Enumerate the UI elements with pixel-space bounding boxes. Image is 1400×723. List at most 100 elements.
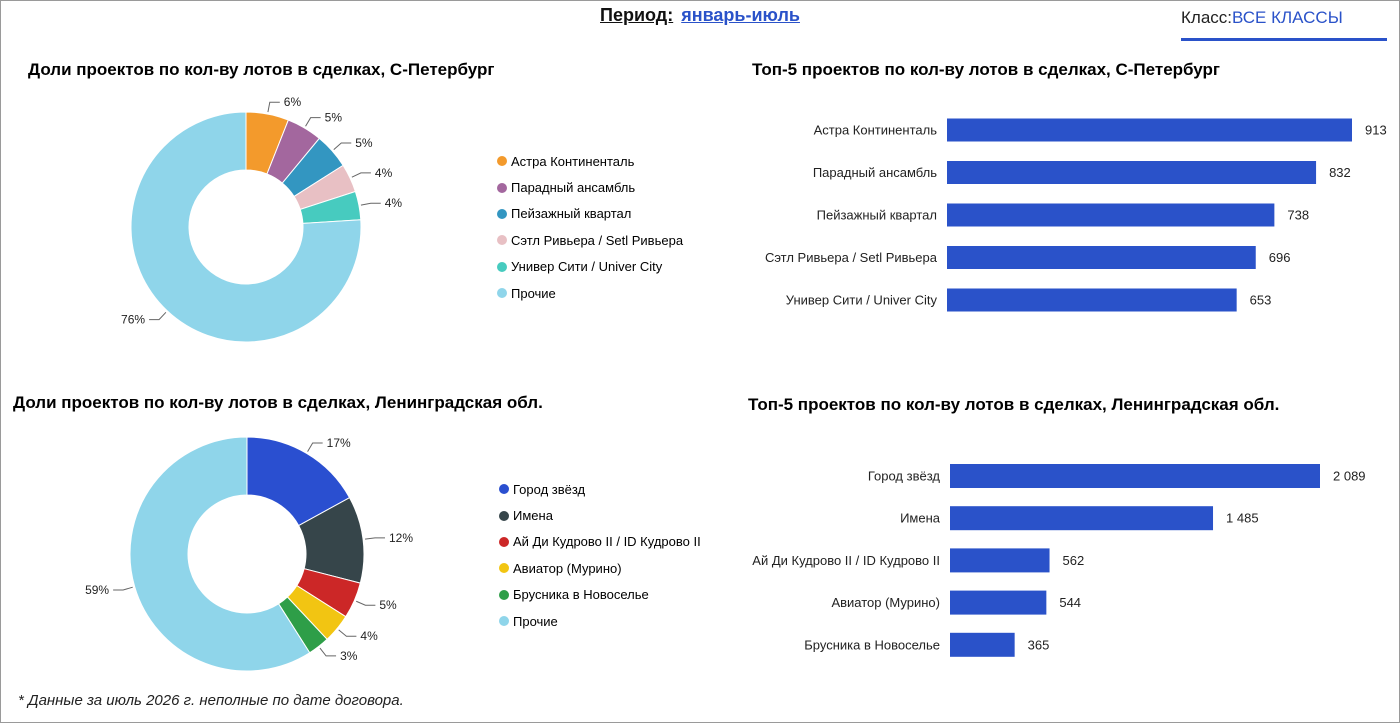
legend-swatch (497, 156, 507, 167)
legend-item: Город звёзд (499, 476, 701, 502)
legend-label: Город звёзд (513, 481, 586, 497)
chart-title: Доли проектов по кол-ву лотов в сделках,… (13, 393, 543, 412)
bar (947, 288, 1237, 312)
label-leader-line (356, 600, 376, 606)
chart-title: Топ-5 проектов по кол-ву лотов в сделках… (752, 60, 1221, 79)
data-label: 4% (375, 166, 393, 180)
legend-swatch (497, 235, 507, 246)
legend-item: Сэтл Ривьера / Setl Ривьера (497, 227, 683, 253)
donut-slice (129, 436, 311, 672)
legend-item: Брусника в Новоселье (499, 582, 701, 608)
category-label: Ай Ди Кудрово II / ID Кудрово II (752, 553, 940, 568)
legend-item: Универ Сити / Univer City (497, 254, 683, 280)
bar (950, 590, 1047, 615)
legend-spb: Астра Континенталь Парадный ансамбль Пейза… (497, 148, 683, 306)
category-label: Пейзажный квартал (817, 208, 937, 223)
label-leader-line (267, 101, 280, 113)
category-label: Имена (900, 511, 941, 526)
label-leader-line (360, 202, 381, 206)
footnote: * Данные за июль 2026 г. неполные по дат… (18, 692, 404, 709)
value-label: 738 (1287, 208, 1309, 223)
value-label: 562 (1063, 553, 1085, 568)
value-label: 544 (1059, 595, 1081, 610)
bar-chart-spb: Астра Континенталь 913 Парадный ансамбль 83… (765, 118, 1387, 312)
label-leader-line (364, 537, 385, 540)
legend-swatch (497, 288, 507, 299)
category-label: Парадный ансамбль (813, 165, 937, 180)
bar (947, 161, 1317, 184)
data-label: 4% (360, 629, 378, 643)
label-leader-line (113, 586, 133, 591)
data-label: 6% (284, 95, 302, 109)
legend-label: Брусника в Новоселье (513, 587, 649, 603)
label-leader-line (305, 117, 321, 127)
value-label: 832 (1329, 165, 1351, 180)
legend-item: Имена (499, 502, 701, 528)
period-label: Период: (600, 5, 674, 25)
period-header: Период: январь-июль (0, 5, 1400, 26)
legend-label: Имена (513, 508, 553, 524)
legend-label: Пейзажный квартал (511, 206, 632, 222)
value-label: 653 (1250, 293, 1272, 308)
data-label: 5% (325, 111, 343, 125)
category-label: Астра Континенталь (814, 123, 938, 138)
category-label: Брусника в Новоселье (804, 637, 940, 652)
category-label: Город звёзд (868, 469, 941, 484)
class-label: Класс: (1181, 8, 1232, 27)
legend-item: Астра Континенталь (497, 148, 683, 174)
legend-item: Пейзажный квартал (497, 201, 683, 227)
legend-item: Прочие (497, 280, 683, 306)
bar (950, 506, 1214, 531)
donut-chart-lo: 17% 12% 5% 4%3% 59% (85, 436, 413, 672)
value-label: 696 (1269, 250, 1291, 265)
chart-title: Топ-5 проектов по кол-ву лотов в сделках… (748, 395, 1280, 414)
bar (950, 548, 1050, 573)
legend-swatch (497, 261, 507, 272)
legend-item: Парадный ансамбль (497, 174, 683, 200)
label-leader-line (333, 142, 352, 151)
legend-lo: Город звёзд Имена Ай Ди Кудрово II / ID Ку… (499, 476, 701, 634)
donut-slice (130, 111, 362, 343)
legend-label: Парадный ансамбль (511, 180, 636, 196)
legend-item: Прочие (499, 608, 701, 634)
legend-label: Сэтл Ривьера / Setl Ривьера (511, 232, 684, 248)
bar-chart-lo: Город звёзд 2 089 Имена 1 485 Ай Ди Кудрово … (752, 464, 1366, 657)
bar (947, 118, 1352, 142)
value-label: 365 (1028, 637, 1050, 652)
label-leader-line (307, 442, 323, 452)
legend-swatch (499, 616, 509, 627)
legend-swatch (497, 208, 507, 219)
legend-item: Авиатор (Мурино) (499, 555, 701, 581)
chart-title: Доли проектов по кол-ву лотов в сделках,… (28, 60, 495, 79)
period-value-link[interactable]: январь-июль (681, 5, 800, 25)
legend-swatch (497, 182, 507, 193)
legend-label: Прочие (511, 285, 556, 301)
value-label: 913 (1365, 123, 1387, 138)
legend-label: Прочие (513, 613, 558, 629)
data-label: 12% (389, 531, 413, 545)
label-leader-line (338, 629, 357, 637)
bar (950, 632, 1015, 657)
class-filter[interactable]: Класс:ВСЕ КЛАССЫ (1181, 8, 1387, 41)
bar (947, 246, 1256, 269)
category-label: Универ Сити / Univer City (786, 293, 938, 308)
data-label: 17% (327, 436, 351, 450)
value-label: 2 089 (1333, 469, 1366, 484)
label-leader-line (351, 172, 371, 178)
legend-item: Ай Ди Кудрово II / ID Кудрово II (499, 529, 701, 555)
class-value[interactable]: ВСЕ КЛАССЫ (1232, 8, 1343, 27)
legend-swatch (499, 510, 509, 521)
legend-swatch (499, 536, 509, 547)
label-leader-line (149, 311, 167, 321)
value-label: 1 485 (1226, 511, 1259, 526)
legend-swatch (499, 563, 509, 574)
data-label: 59% (85, 583, 109, 597)
data-label: 76% (121, 313, 145, 327)
legend-label: Ай Ди Кудрово II / ID Кудрово II (513, 534, 701, 550)
category-label: Сэтл Ривьера / Setl Ривьера (765, 250, 938, 265)
data-label: 5% (355, 136, 373, 150)
legend-label: Астра Континенталь (511, 153, 635, 169)
legend-label: Универ Сити / Univer City (511, 259, 663, 275)
legend-swatch (499, 484, 509, 495)
donut-chart-spb: 6% 5% 5% 4% 4% 76% (121, 95, 402, 343)
